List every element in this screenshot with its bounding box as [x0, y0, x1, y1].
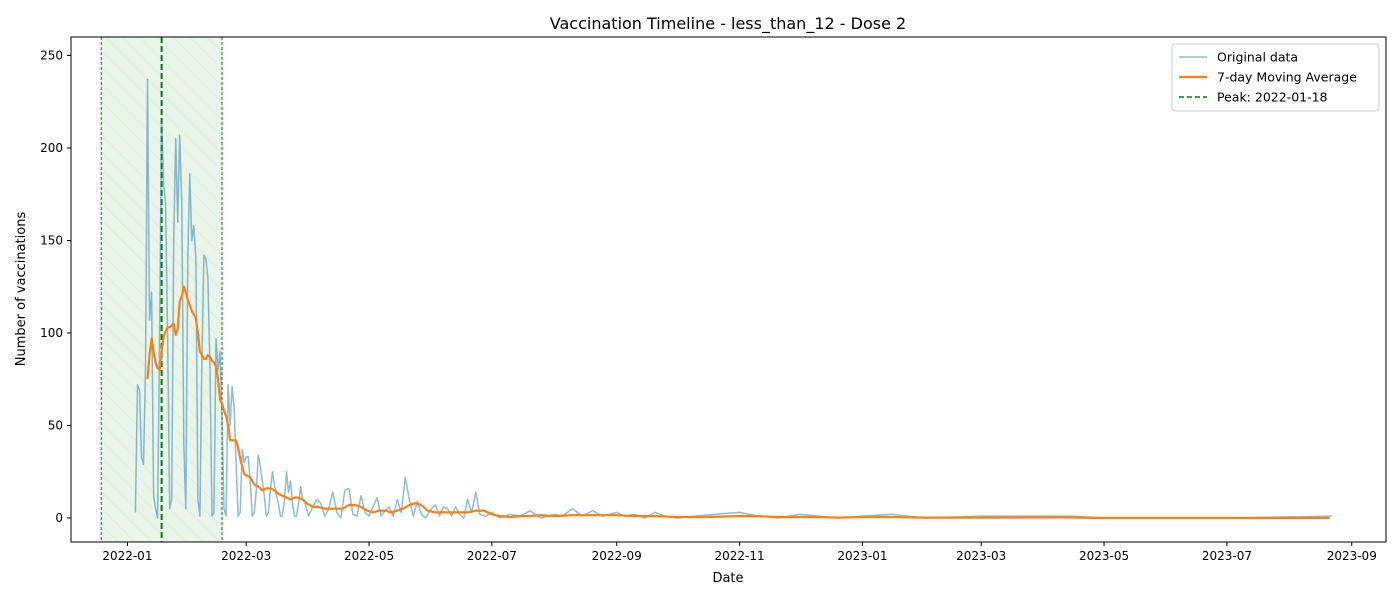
x-tick-label: 2023-01	[837, 549, 887, 563]
x-axis-label: Date	[712, 571, 743, 586]
x-tick-label: 2022-05	[344, 549, 394, 563]
x-tick-label: 2023-03	[956, 549, 1006, 563]
legend-box	[1171, 43, 1380, 112]
y-tick-label: 250	[40, 48, 63, 62]
x-tick-label: 2023-07	[1202, 549, 1252, 563]
y-tick-label: 100	[40, 326, 63, 340]
legend-label: 7-day Moving Average	[1217, 70, 1357, 85]
moving-average-line	[146, 285, 1330, 520]
x-tick-label: 2023-05	[1079, 549, 1129, 563]
y-tick-label: 200	[40, 141, 63, 155]
x-axis: 2022-01 2022-03 2022-05 2022-07 2022-09 2022-…	[102, 542, 1377, 563]
legend-label: Original data	[1217, 50, 1298, 65]
x-tick-label: 2022-03	[221, 549, 271, 563]
y-tick-label: 150	[40, 233, 63, 247]
plot-frame	[70, 36, 1387, 543]
x-tick-label: 2022-07	[467, 549, 517, 563]
x-tick-label: 2022-01	[102, 549, 152, 563]
y-tick-label: 0	[55, 511, 63, 525]
x-tick-label: 2022-11	[715, 549, 765, 563]
y-tick-label: 50	[48, 418, 63, 432]
chart-title: Vaccination Timeline - less_than_12 - Do…	[550, 14, 906, 34]
y-axis: 0 50 100 150 200 250	[40, 48, 71, 525]
x-tick-label: 2022-09	[592, 549, 642, 563]
legend-label: Peak: 2022-01-18	[1217, 90, 1328, 105]
y-axis-label: Number of vaccinations	[14, 212, 29, 367]
legend: Original data 7-day Moving Average Peak: 2…	[1171, 43, 1380, 112]
x-tick-label: 2023-09	[1327, 549, 1377, 563]
original-data-line	[134, 78, 1332, 519]
